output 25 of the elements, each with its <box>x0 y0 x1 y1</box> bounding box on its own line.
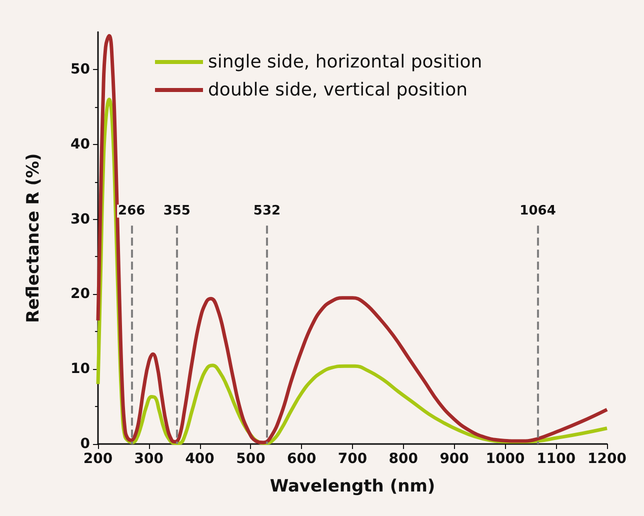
y-tick-label: 40 <box>70 136 90 152</box>
x-tick-label: 1100 <box>536 451 576 467</box>
y-tick-label: 50 <box>70 61 90 78</box>
x-tick-label: 700 <box>338 451 368 467</box>
x-tick-label: 900 <box>440 451 470 467</box>
legend-label: single side, horizontal position <box>208 52 482 72</box>
x-tick-label: 200 <box>83 451 113 467</box>
y-tick-label: 10 <box>70 361 90 378</box>
ref-line-label: 532 <box>253 204 281 219</box>
ref-line-label: 1064 <box>520 204 556 219</box>
y-axis-title: Reflectance R (%) <box>24 153 44 323</box>
x-tick-label: 1200 <box>588 451 627 467</box>
legend-label: double side, vertical position <box>208 80 468 100</box>
y-tick-label: 30 <box>70 211 90 228</box>
x-tick-label: 300 <box>134 451 164 467</box>
ref-line-label: 266 <box>118 204 146 219</box>
x-tick-label: 600 <box>286 451 316 467</box>
y-tick-label: 0 <box>80 436 90 452</box>
y-tick-label: 20 <box>70 286 90 302</box>
x-axis-title: Wavelength (nm) <box>270 476 436 496</box>
ref-line-label: 355 <box>163 204 190 219</box>
x-tick-label: 400 <box>185 451 215 467</box>
x-tick-label: 1000 <box>486 451 525 467</box>
x-tick-label: 500 <box>236 451 266 467</box>
x-tick-label: 800 <box>388 451 418 467</box>
